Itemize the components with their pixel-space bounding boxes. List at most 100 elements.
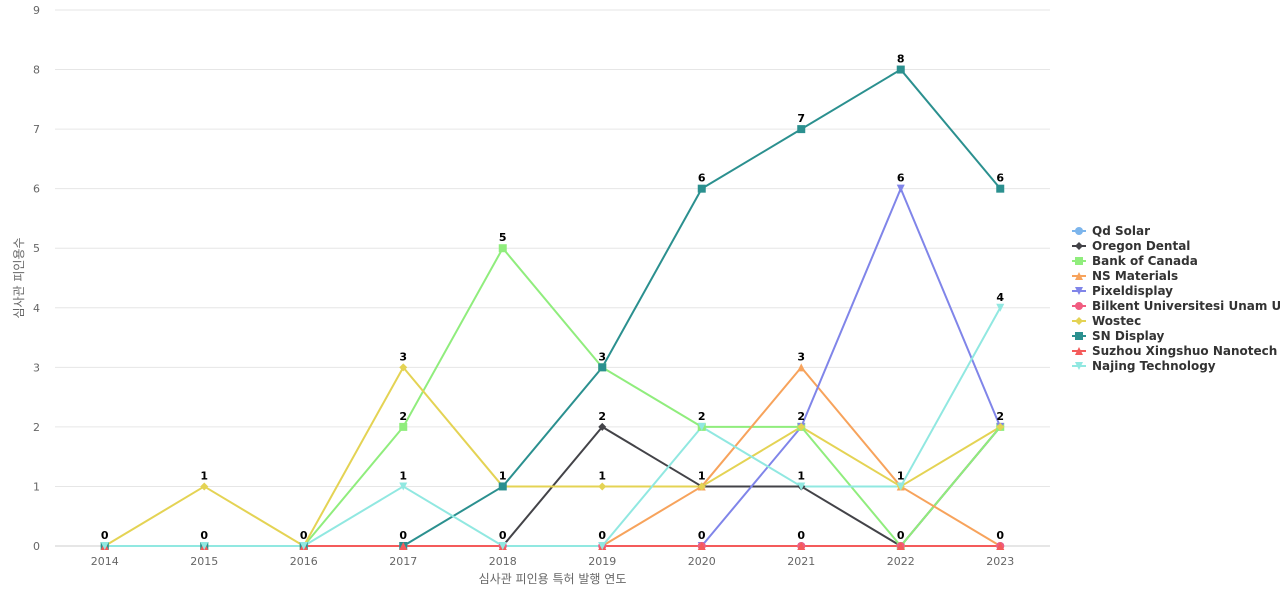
data-point[interactable] [996,422,1005,431]
y-tick-label: 7 [33,123,40,136]
legend-item-ns-materials[interactable]: NS Materials [1072,269,1178,283]
data-point[interactable] [200,482,209,491]
y-tick-label: 3 [33,361,40,374]
x-tick-label: 2014 [91,555,119,568]
data-point[interactable] [797,542,806,550]
data-label: 0 [200,529,208,542]
legend-item-bank-of-canada[interactable]: Bank of Canada [1072,254,1198,268]
data-label: 7 [797,112,805,125]
data-point[interactable] [697,184,706,193]
legend-symbol [1075,257,1083,265]
data-point[interactable] [996,303,1005,312]
data-label: 0 [399,529,407,542]
data-point[interactable] [598,482,607,491]
series-ns-materials [104,366,1001,547]
data-label: 1 [797,469,805,482]
series [100,65,1005,550]
y-tick-label: 6 [33,183,40,196]
series-line [104,366,1001,547]
x-tick-label: 2016 [290,555,318,568]
data-label: 1 [499,469,507,482]
data-point[interactable] [697,542,706,550]
legend-label: Suzhou Xingshuo Nanotech [1092,344,1277,358]
x-tick-label: 2021 [787,555,815,568]
data-label: 3 [399,350,407,363]
data-point[interactable] [996,542,1005,550]
data-label: 0 [101,529,109,542]
data-point[interactable] [498,542,507,550]
data-label: 6 [698,172,706,185]
data-label: 0 [499,529,507,542]
data-point[interactable] [896,65,905,74]
data-label: 0 [300,529,308,542]
data-point[interactable] [797,482,806,491]
data-point[interactable] [399,363,408,372]
data-label: 1 [698,469,706,482]
series-markers-ns-materials [100,363,1005,550]
data-point[interactable] [498,244,507,253]
legend-item-najing-technology[interactable]: Najing Technology [1072,359,1216,373]
data-point[interactable] [598,363,607,372]
series-line [104,247,1002,547]
legend-item-bilkent-universitesi-unam-u[interactable]: Bilkent Universitesi Unam U... [1072,299,1280,313]
y-tick-label: 1 [33,480,40,493]
series-markers-wostec [100,363,1005,550]
series-wostec [104,366,1001,547]
data-point[interactable] [399,542,408,550]
data-label: 3 [797,350,805,363]
y-axis-title: 심사관 피인용수 [12,237,26,318]
axes: 심사관 피인용 특허 발행 연도 심사관 피인용수 2014 2015 2016 20… [12,237,1014,586]
series-najing-technology [104,307,1002,547]
legend-label: NS Materials [1092,269,1178,283]
x-tick-label: 2015 [190,555,218,568]
data-point[interactable] [797,422,806,431]
x-tick-label: 2022 [887,555,915,568]
data-point[interactable] [896,482,905,491]
data-point[interactable] [399,422,408,431]
x-axis-title: 심사관 피인용 특허 발행 연도 [479,571,627,586]
data-label: 5 [499,231,507,244]
legend-item-suzhou-xingshuo-nanotech[interactable]: Suzhou Xingshuo Nanotech [1072,344,1277,358]
x-tick-label: 2017 [389,555,417,568]
data-point[interactable] [399,482,408,491]
data-point[interactable] [896,184,905,193]
data-label: 0 [897,529,905,542]
legend-item-oregon-dental[interactable]: Oregon Dental [1072,239,1190,253]
data-label: 3 [598,350,606,363]
x-tick-label: 2018 [489,555,517,568]
legend-symbol [1075,242,1083,250]
legend-item-qd-solar[interactable]: Qd Solar [1072,224,1150,238]
legend-label: Najing Technology [1092,359,1216,373]
y-tick-label: 0 [33,540,40,553]
legend-symbol [1075,347,1083,355]
legend-label: Bank of Canada [1092,254,1198,268]
data-point[interactable] [996,184,1005,193]
data-point[interactable] [797,363,806,372]
data-point[interactable] [598,542,607,550]
legend-symbol [1075,317,1083,325]
data-point[interactable] [299,542,308,550]
legend-item-pixeldisplay[interactable]: Pixeldisplay [1072,284,1173,298]
data-label: 6 [996,172,1004,185]
data-point[interactable] [498,482,507,491]
data-point[interactable] [200,542,209,550]
y-tick-label: 4 [33,302,40,315]
data-point[interactable] [697,482,706,491]
x-tick-label: 2023 [986,555,1014,568]
data-point[interactable] [896,542,905,550]
legend-symbol [1075,302,1083,310]
legend-item-sn-display[interactable]: SN Display [1072,329,1165,343]
legend-item-wostec[interactable]: Wostec [1072,314,1141,328]
legend-symbol [1075,332,1083,340]
data-point[interactable] [100,542,109,550]
data-point[interactable] [797,125,806,134]
data-label: 2 [996,410,1004,423]
data-point[interactable] [598,422,607,431]
series-markers-bank-of-canada [100,244,1005,550]
series-markers-najing-technology [100,303,1005,550]
legend-symbol [1075,362,1083,370]
data-label: 2 [797,410,805,423]
legend-label: Pixeldisplay [1092,284,1173,298]
data-point[interactable] [697,422,706,431]
